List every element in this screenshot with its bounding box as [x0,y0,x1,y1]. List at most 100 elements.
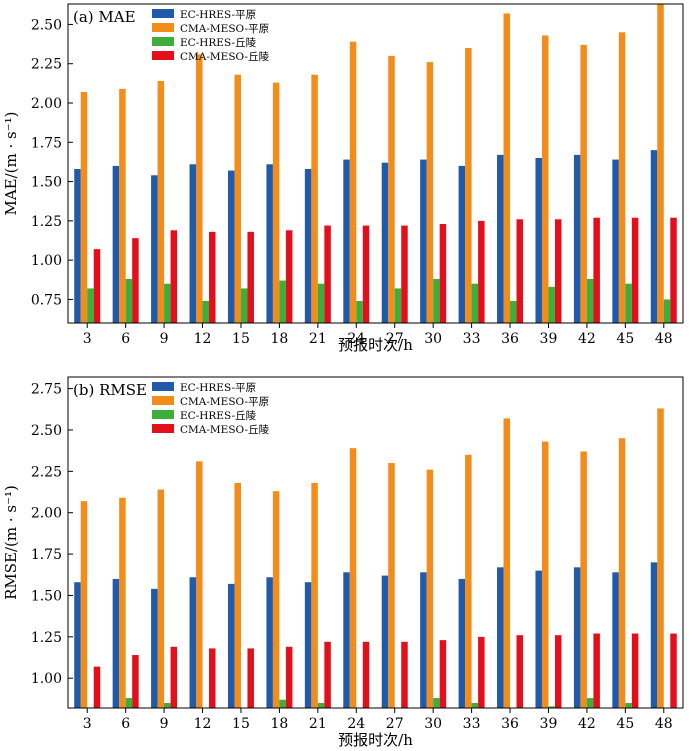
bar [151,588,158,708]
bar [670,633,677,708]
bar [125,279,133,323]
bar [541,35,549,324]
bar [132,655,139,708]
y-tick-label: 1.50 [31,175,62,191]
bar [663,299,671,323]
panel-label: (b) RMSE [73,381,147,399]
bar [381,575,389,708]
bar [388,55,395,324]
bar [548,286,555,323]
bar [535,570,542,708]
x-tick-label: 18 [270,716,288,732]
bar [586,698,594,708]
bar [573,567,581,708]
legend-swatch [152,410,174,419]
x-tick-label: 48 [655,716,673,732]
x-tick-label: 15 [232,716,250,732]
bar [650,150,658,323]
y-tick-label: 2.00 [31,506,62,522]
bar [266,577,273,708]
y-tick-label: 2.00 [31,96,62,112]
bar [196,54,203,323]
bar [157,81,165,323]
bar [503,418,511,709]
bar [317,283,325,323]
bar [362,641,370,708]
bar [420,159,427,323]
bar [170,646,178,708]
bar [612,572,619,708]
panel-label: (a) MAE [73,8,136,26]
legend-label: EC-HRES-平原 [180,382,256,394]
bar [324,225,331,323]
bar [625,283,632,323]
legend-label: EC-HRES-丘陵 [180,410,257,422]
bar [465,454,472,708]
panel-rmse: 1.001.251.501.752.002.252.502.753 6 9 12 15 1… [2,376,684,749]
y-tick-label: 1.50 [31,588,62,604]
bar [202,301,210,323]
bar [516,635,524,708]
bar [478,636,485,708]
legend-label: CMA-MESO-丘陵 [180,51,270,63]
bar [426,469,434,708]
bar [272,491,280,708]
plot-frame [67,3,684,324]
panel-mae: 0.751.001.251.501.752.002.252.503 6 9 12 15 1… [2,3,684,354]
bar [548,706,555,708]
bar [234,74,241,324]
plot-frame [67,376,684,709]
bar [510,301,517,323]
x-tick-label: 36 [501,331,519,347]
bar [311,74,318,324]
bar [285,646,293,708]
x-tick-label: 24 [347,331,365,347]
legend-label: CMA-MESO-平原 [180,23,269,35]
y-tick-label: 2.50 [31,423,62,439]
x-tick-label: 45 [616,331,634,347]
bar [554,219,562,323]
bar [458,578,466,708]
bar [304,582,312,708]
bar [356,301,363,323]
bar [541,441,549,708]
x-tick-label: 9 [160,331,169,347]
bar [631,217,639,323]
x-tick-label: 27 [386,716,404,732]
bar [478,220,485,323]
y-tick-label: 1.75 [31,135,62,151]
bar [311,482,318,708]
x-axis-label: 预报时次/h [338,336,413,354]
bar [618,32,626,323]
bar [164,703,171,708]
bar [157,489,165,708]
bar [209,231,216,323]
bar [497,154,504,323]
y-tick-label: 2.75 [31,382,62,398]
bar [74,169,81,323]
bar [279,280,286,323]
x-tick-label: 42 [578,331,596,347]
x-tick-label: 15 [232,331,250,347]
bar [209,648,216,708]
y-axis-label: RMSE/(m · s⁻¹) [2,485,20,600]
bar [119,497,126,708]
bar [285,230,293,323]
bar [535,158,542,323]
bar [471,283,479,323]
x-tick-label: 6 [121,716,130,732]
legend-label: CMA-MESO-平原 [180,396,269,408]
bar [349,41,357,324]
y-tick-label: 1.25 [31,630,62,646]
legend-swatch [152,382,174,391]
x-tick-label: 27 [386,331,404,347]
bar [420,572,427,708]
bar [497,567,504,708]
bar [631,633,639,708]
bar [234,482,241,708]
bar [388,463,395,708]
bar [272,82,280,323]
x-tick-label: 18 [270,331,288,347]
y-tick-label: 1.00 [31,671,62,687]
bar [465,48,472,323]
